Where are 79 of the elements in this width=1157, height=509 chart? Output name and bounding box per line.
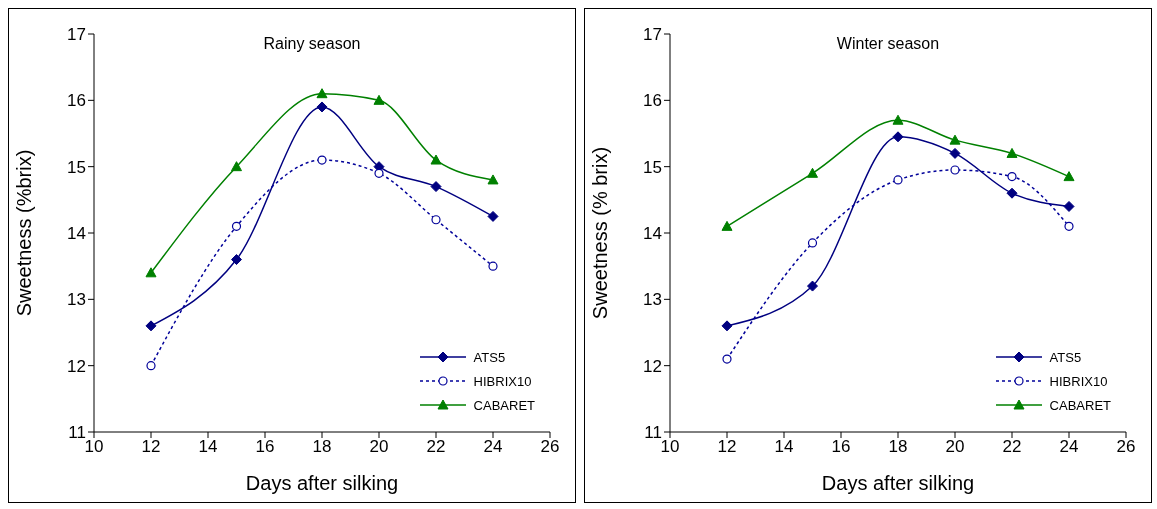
y-tick-label: 17 <box>643 25 662 45</box>
point <box>146 361 156 371</box>
x-axis-title: Days after silking <box>821 472 975 494</box>
point <box>721 220 733 231</box>
chart-title: Winter season <box>836 35 940 52</box>
point <box>487 210 499 222</box>
x-tick-label: 20 <box>369 437 389 457</box>
point <box>430 154 442 165</box>
point <box>316 101 328 113</box>
point <box>721 320 733 332</box>
legend-label: ATS5 <box>473 349 506 365</box>
point <box>231 161 242 172</box>
point <box>316 88 328 99</box>
point <box>317 155 327 165</box>
point <box>892 114 904 125</box>
x-tick-label: 26 <box>540 437 560 457</box>
point <box>1006 187 1018 199</box>
x-tick-label: 14 <box>774 437 794 457</box>
point <box>373 94 385 105</box>
point <box>807 238 818 248</box>
x-tick-label: 24 <box>1059 437 1079 457</box>
point <box>722 354 732 364</box>
point <box>231 221 242 231</box>
x-tick-label: 20 <box>945 437 965 457</box>
chart-title: Rainy season <box>263 35 361 52</box>
legend-label: CABARET <box>1049 397 1111 413</box>
y-axis-title: Sweetness (% brix) <box>589 146 612 320</box>
y-tick-label: 16 <box>67 91 86 111</box>
point <box>145 320 157 332</box>
point <box>431 215 441 225</box>
point <box>1007 172 1017 182</box>
x-axis-title: Days after silking <box>245 472 399 494</box>
x-tick-label: 16 <box>255 437 275 457</box>
y-tick-label: 15 <box>643 157 662 177</box>
point <box>892 131 904 143</box>
x-tick-label: 12 <box>717 437 737 457</box>
point <box>374 168 384 178</box>
y-tick-label: 12 <box>67 356 86 376</box>
y-tick-label: 12 <box>643 356 662 376</box>
x-tick-label: 24 <box>483 437 503 457</box>
point <box>1064 221 1074 231</box>
point <box>1063 200 1075 212</box>
y-tick-label: 15 <box>67 157 86 177</box>
point <box>950 165 960 175</box>
y-tick-label: 11 <box>644 423 662 443</box>
y-tick-label: 14 <box>67 224 86 244</box>
x-tick-label: 10 <box>84 437 104 457</box>
legend-label: HIBRIX10 <box>473 373 532 389</box>
x-tick-label: 26 <box>1116 437 1136 457</box>
y-tick-label: 13 <box>643 290 662 310</box>
y-tick-label: 11 <box>68 423 86 443</box>
x-tick-label: 16 <box>831 437 851 457</box>
legend-label: ATS5 <box>1049 349 1082 365</box>
y-axis-title: Sweetness (%brix) <box>13 149 36 317</box>
x-tick-label: 12 <box>141 437 161 457</box>
x-tick-label: 18 <box>312 437 332 457</box>
y-tick-label: 13 <box>67 290 86 310</box>
x-tick-label: 18 <box>888 437 908 457</box>
x-tick-label: 22 <box>426 437 446 457</box>
point <box>231 254 242 266</box>
x-tick-label: 10 <box>660 437 680 457</box>
point <box>488 261 498 271</box>
point <box>1006 147 1018 158</box>
y-tick-label: 17 <box>67 25 86 45</box>
point <box>949 147 961 159</box>
x-tick-label: 14 <box>198 437 218 457</box>
legend-label: HIBRIX10 <box>1049 373 1108 389</box>
point <box>430 181 442 193</box>
x-tick-label: 22 <box>1002 437 1022 457</box>
point <box>487 174 499 185</box>
point <box>807 167 818 178</box>
point <box>1063 171 1075 182</box>
y-tick-label: 14 <box>643 224 662 244</box>
point <box>807 280 818 292</box>
legend-label: CABARET <box>473 397 535 413</box>
y-tick-label: 16 <box>643 91 662 111</box>
point <box>145 267 157 278</box>
point <box>949 134 961 145</box>
point <box>893 175 903 185</box>
